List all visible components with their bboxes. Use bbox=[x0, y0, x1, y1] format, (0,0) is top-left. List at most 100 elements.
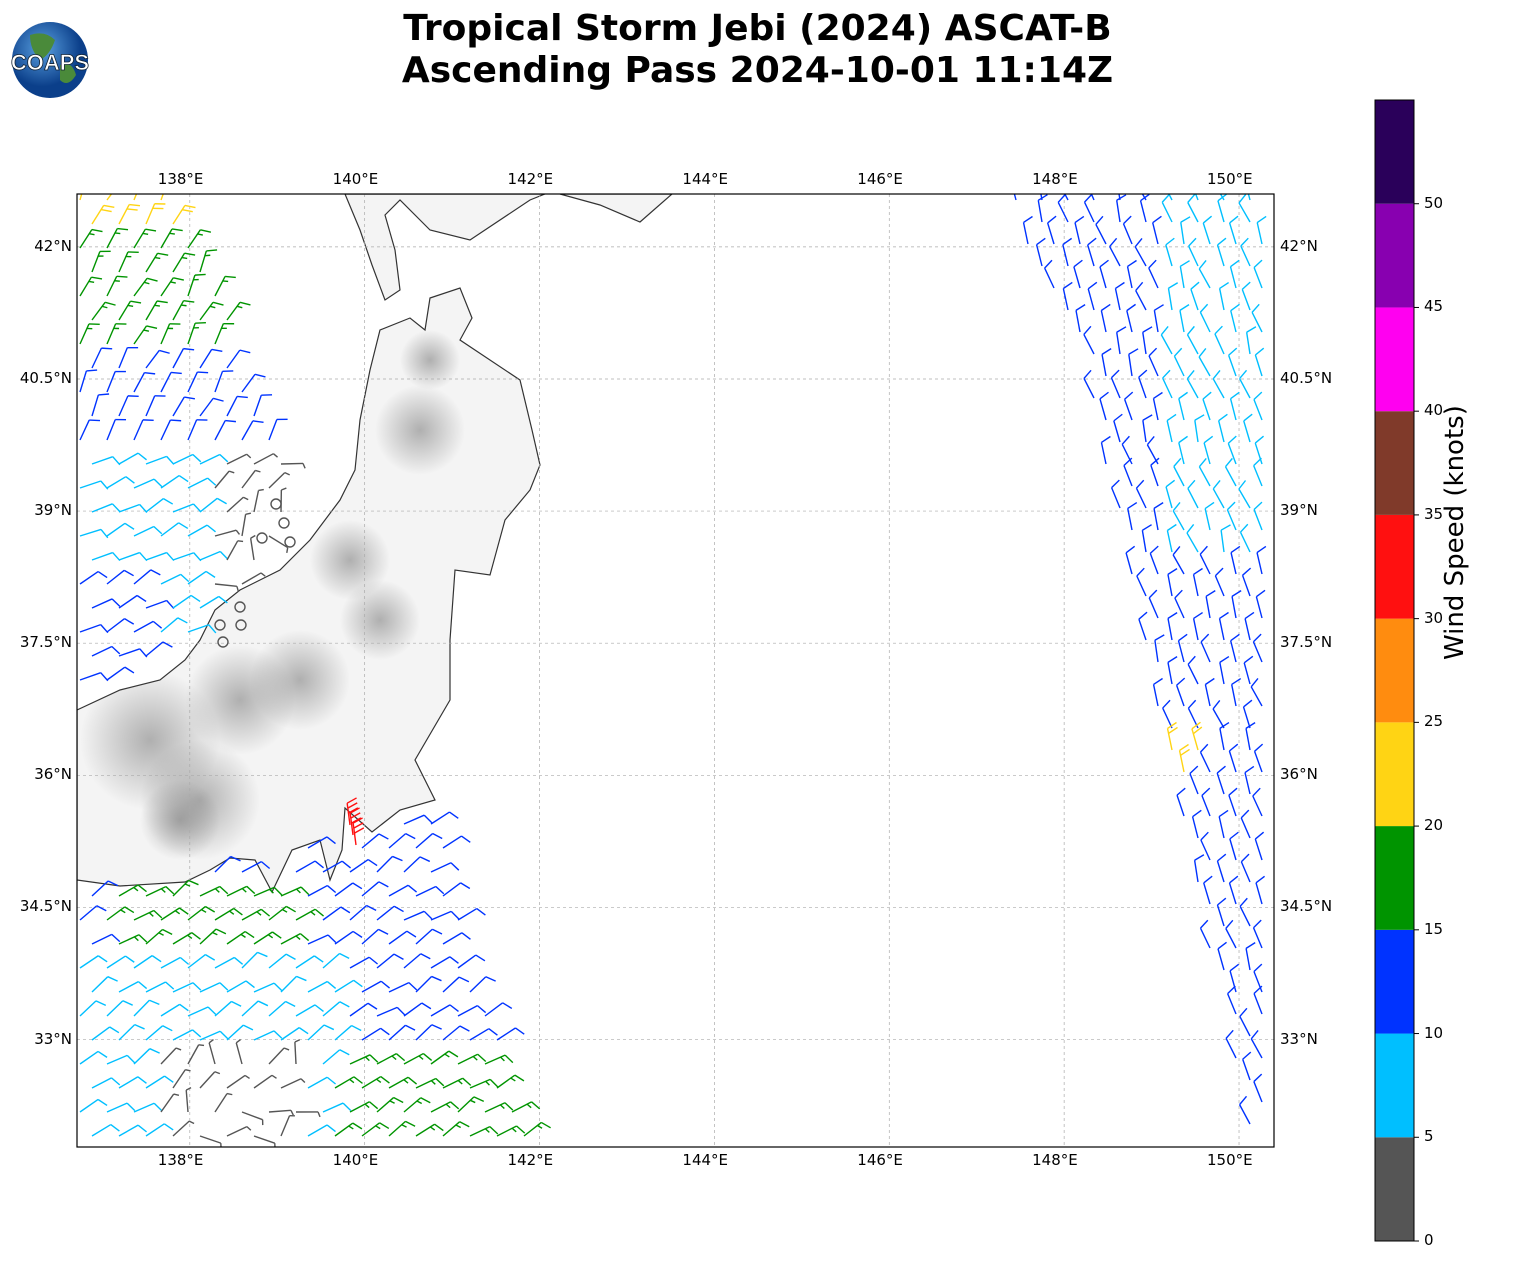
wind-barb bbox=[1240, 809, 1251, 839]
wind-barb bbox=[145, 599, 175, 610]
lon-tick-label-bottom: 150°E bbox=[1207, 1151, 1253, 1169]
wind-barb bbox=[172, 503, 202, 513]
wind-barb bbox=[1217, 941, 1227, 971]
calm-wind-circle bbox=[256, 532, 268, 544]
wind-barb bbox=[91, 1077, 121, 1089]
wind-barb bbox=[145, 1025, 173, 1041]
wind-barb bbox=[1116, 326, 1127, 355]
wind-barb bbox=[1187, 194, 1199, 223]
wind-barb bbox=[172, 594, 201, 609]
wind-barb bbox=[79, 276, 103, 297]
wind-barb bbox=[1204, 501, 1215, 531]
wind-barb bbox=[280, 886, 310, 897]
wind-barb bbox=[496, 1027, 525, 1041]
wind-barb bbox=[106, 618, 135, 633]
colorbar-tick-label: 10 bbox=[1424, 1023, 1444, 1042]
wind-barb bbox=[1226, 985, 1237, 1015]
wind-barb bbox=[118, 251, 139, 273]
wind-barb bbox=[1229, 391, 1240, 421]
lon-tick-label-bottom: 144°E bbox=[682, 1151, 729, 1169]
wind-barb bbox=[334, 930, 363, 945]
wind-barb bbox=[1202, 215, 1213, 245]
wind-barb bbox=[1154, 634, 1165, 663]
wind-barb bbox=[361, 928, 389, 945]
wind-barb bbox=[415, 1077, 445, 1089]
wind-barb bbox=[1186, 524, 1199, 553]
wind-barb bbox=[133, 371, 156, 393]
wind-barb bbox=[1244, 765, 1255, 795]
wind-barb bbox=[1253, 501, 1263, 531]
wind-barb bbox=[1090, 194, 1095, 201]
colorbar-bin bbox=[1375, 203, 1414, 308]
wind-barb bbox=[430, 862, 460, 873]
wind-barb bbox=[1191, 809, 1202, 839]
wind-barb bbox=[199, 982, 229, 993]
wind-barb bbox=[403, 1097, 431, 1113]
wind-barb bbox=[484, 1054, 514, 1065]
colorbar-bin bbox=[1375, 618, 1414, 723]
wind-barb bbox=[214, 583, 240, 592]
wind-barb bbox=[1252, 787, 1263, 817]
wind-barb bbox=[1227, 347, 1238, 377]
lon-tick-label-bottom: 146°E bbox=[857, 1151, 903, 1169]
wind-barb bbox=[1253, 457, 1263, 487]
wind-barb bbox=[1135, 479, 1147, 509]
wind-barb bbox=[145, 885, 175, 897]
wind-barb bbox=[352, 817, 365, 846]
wind-barb bbox=[442, 835, 471, 849]
wind-barb bbox=[106, 569, 134, 585]
colorbar-tick-label: 20 bbox=[1424, 816, 1444, 835]
wind-barb bbox=[79, 369, 98, 393]
wind-barb bbox=[442, 882, 471, 897]
wind-barb bbox=[241, 373, 266, 393]
wind-barb bbox=[1242, 1051, 1252, 1081]
wind-barb bbox=[1099, 391, 1109, 421]
wind-barb bbox=[1148, 589, 1159, 619]
calm-wind-circle bbox=[278, 517, 290, 529]
wind-barb bbox=[199, 1071, 221, 1089]
lat-tick-label-right: 36°N bbox=[1280, 765, 1318, 784]
wind-barb bbox=[1242, 699, 1253, 729]
lon-tick-label-top: 138°E bbox=[157, 170, 204, 188]
wind-barb bbox=[334, 1076, 363, 1089]
wind-barb bbox=[1167, 656, 1178, 685]
wind-barb bbox=[1165, 237, 1175, 267]
colorbar-tick-label: 35 bbox=[1424, 504, 1444, 523]
wind-barb bbox=[160, 1093, 180, 1113]
calm-wind-circle bbox=[217, 636, 229, 648]
wind-barb bbox=[118, 594, 147, 609]
wind-barb bbox=[118, 648, 148, 658]
wind-barb bbox=[241, 951, 268, 969]
wind-barb bbox=[376, 1096, 404, 1113]
wind-barb bbox=[1083, 369, 1095, 399]
wind-barb bbox=[1238, 480, 1251, 509]
wind-barb bbox=[280, 933, 310, 945]
wind-barb bbox=[1136, 567, 1147, 597]
calm-wind-circle bbox=[284, 536, 296, 548]
wind-barb bbox=[1166, 413, 1177, 443]
wind-barb bbox=[334, 882, 363, 897]
wind-barb bbox=[1186, 325, 1199, 355]
wind-barb bbox=[1101, 348, 1112, 377]
lon-tick-label-bottom: 148°E bbox=[1032, 1151, 1078, 1169]
wind-barb bbox=[253, 982, 283, 993]
wind-barb bbox=[1198, 457, 1211, 487]
wind-barb bbox=[187, 371, 209, 393]
colorbar-bin bbox=[1375, 1033, 1414, 1138]
wind-barb bbox=[1229, 259, 1240, 289]
wind-barb bbox=[1203, 435, 1214, 465]
wind-barb bbox=[1187, 655, 1199, 685]
wind-barb bbox=[160, 1003, 189, 1017]
wind-barb bbox=[226, 349, 251, 369]
wind-barb bbox=[118, 346, 139, 369]
wind-barb bbox=[1244, 611, 1255, 641]
wind-barb bbox=[145, 641, 173, 657]
wind-barb bbox=[160, 194, 164, 201]
wind-barb bbox=[457, 954, 486, 969]
wind-barb bbox=[1138, 611, 1148, 641]
wind-barb bbox=[1176, 787, 1186, 817]
wind-barb bbox=[1173, 457, 1185, 487]
wind-barb bbox=[1153, 304, 1164, 333]
wind-barb bbox=[1057, 194, 1069, 223]
wind-barb bbox=[1225, 919, 1237, 949]
